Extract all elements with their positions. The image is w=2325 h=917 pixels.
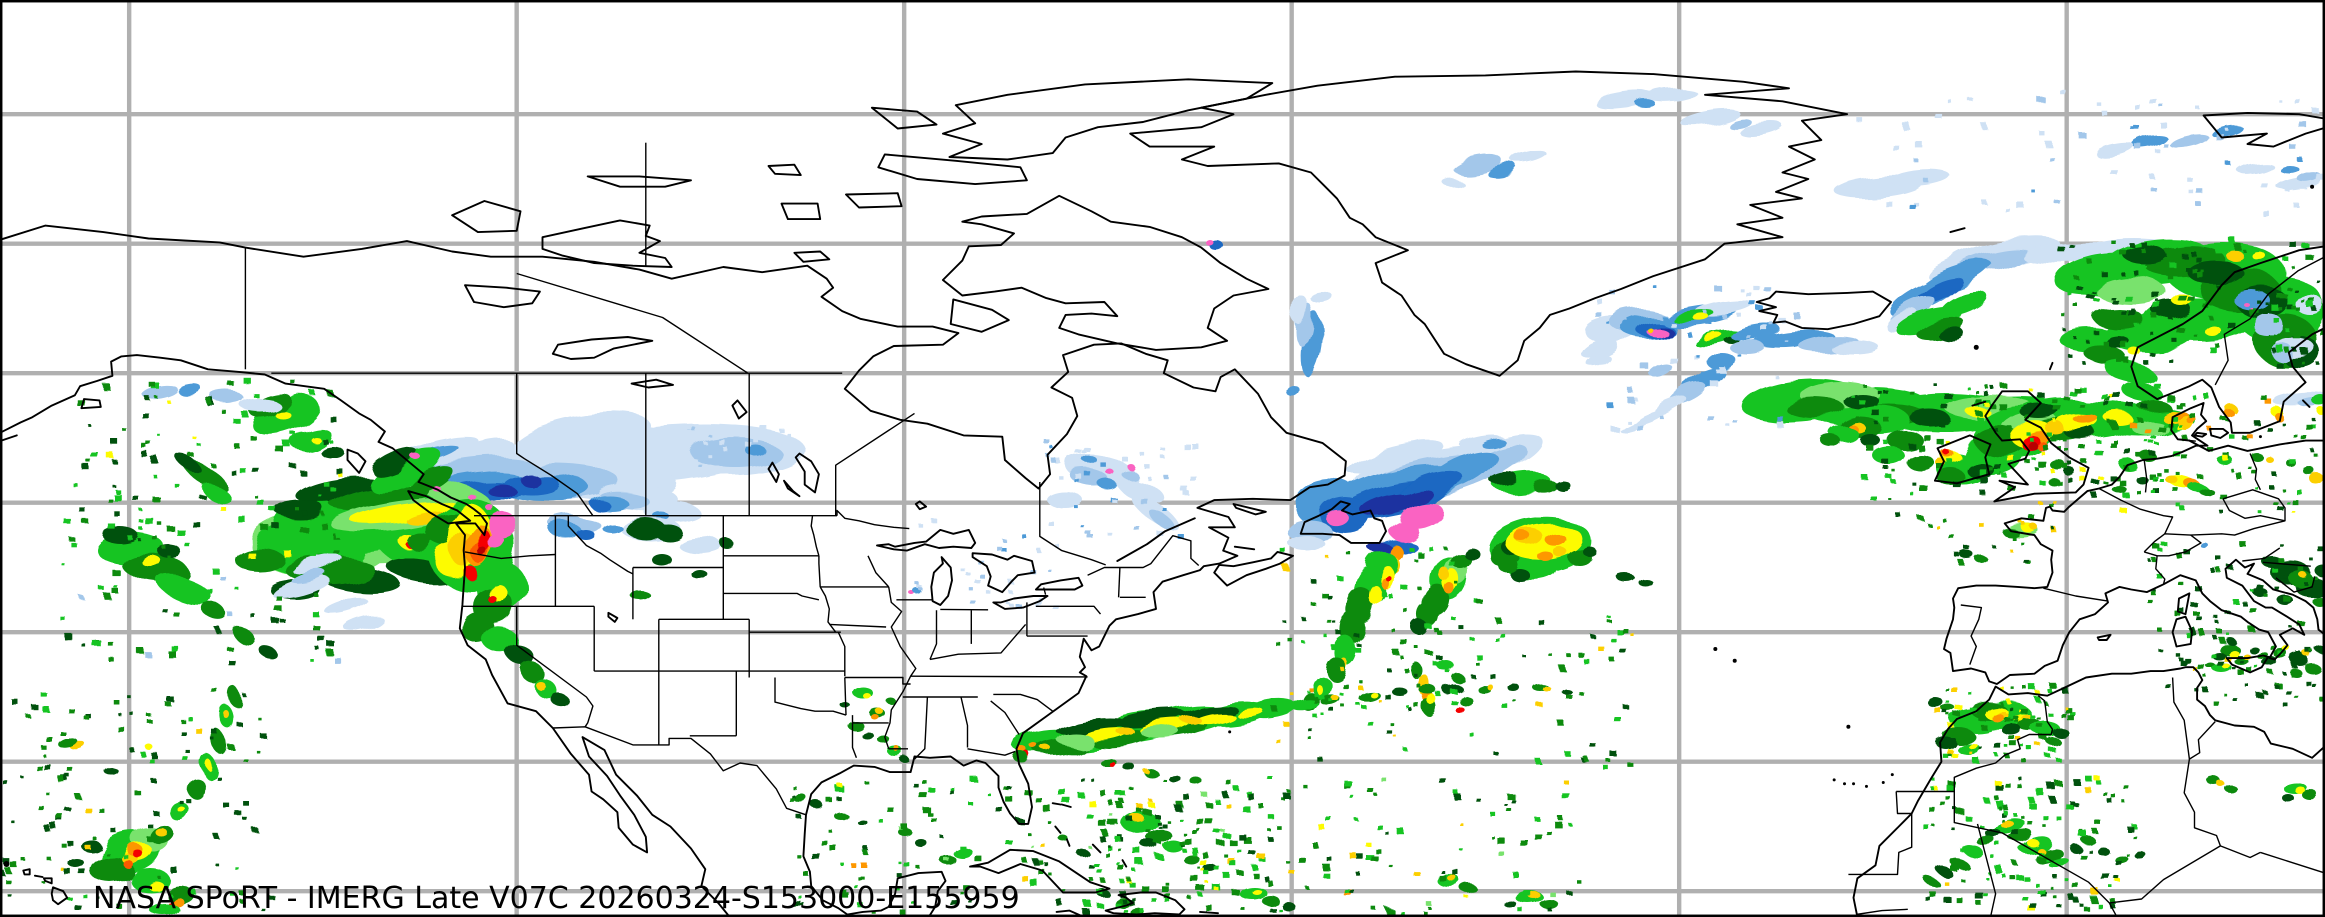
political-borders-layer — [244, 142, 2325, 917]
coastlines-layer — [0, 70, 2325, 917]
precipitation-layer — [0, 87, 2325, 917]
small-islands-layer — [3, 184, 2315, 868]
map-title: NASA SPoRT - IMERG Late V07C 20260324-S1… — [93, 881, 1020, 916]
lakes-layer — [464, 284, 1084, 623]
